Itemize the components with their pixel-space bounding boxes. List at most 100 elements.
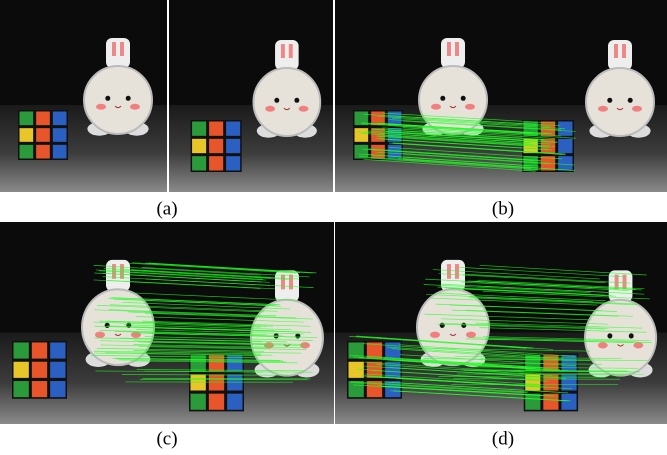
bunny-eye [629, 333, 634, 338]
bunny-eye [105, 323, 110, 328]
cube-tile [191, 355, 206, 371]
panel-label: (b) [492, 198, 514, 219]
bunny-ear-inner [455, 42, 459, 56]
cube-tile [561, 394, 576, 410]
bunny-eye [294, 98, 299, 103]
photo [0, 222, 167, 424]
bunny-eye [440, 96, 445, 101]
bunny-cheek [598, 106, 608, 112]
figure: (a) (b) (c) (d) [0, 0, 667, 455]
bunny-body [417, 289, 489, 365]
bunny-ear-inner [622, 44, 626, 58]
cube-tile [14, 381, 29, 397]
bunny-ear [275, 40, 299, 70]
bunny-cheek [131, 332, 141, 338]
bunny-eye [126, 96, 131, 101]
cube-tile [227, 394, 242, 410]
cube-tile [20, 145, 34, 159]
cube-tile [50, 362, 65, 378]
cube-tile [32, 342, 47, 358]
panel-label: (a) [156, 198, 177, 219]
bunny-body [84, 66, 152, 134]
bunny-ear-inner [289, 275, 293, 290]
cube-tile [32, 362, 47, 378]
cube-tile [14, 362, 29, 378]
bunny-cheek [431, 104, 441, 110]
cube-tile [227, 374, 242, 390]
cube-tile [36, 128, 50, 142]
bunny-cheek [633, 342, 643, 348]
bunny-cheek [95, 332, 105, 338]
bunny-eye [461, 96, 466, 101]
bunny-ear-inner [112, 42, 116, 56]
bunny-eye [628, 98, 633, 103]
cube-tile [20, 128, 34, 142]
cube-tile [191, 394, 206, 410]
cube-tile [50, 342, 65, 358]
cube-tile [192, 122, 206, 136]
bunny-cheek [598, 342, 608, 348]
cube-tile [226, 139, 240, 153]
cube-tile [209, 394, 224, 410]
photo [0, 0, 167, 192]
cube-tile [50, 381, 65, 397]
bunny-ear [441, 260, 465, 292]
cube-tile [191, 374, 206, 390]
cube-tile [32, 381, 47, 397]
bunny-ear-inner [289, 44, 293, 58]
cube-tile [349, 381, 364, 397]
bunny-cheek [632, 106, 642, 112]
photo [500, 0, 667, 192]
bunny-eye [607, 333, 612, 338]
bunny-ear [106, 260, 130, 292]
bunny-ear-inner [281, 275, 285, 290]
photo [169, 0, 333, 192]
cube-tile [385, 342, 400, 358]
photo [167, 222, 334, 424]
bunny-eye [274, 98, 279, 103]
bunny-ear-inner [447, 42, 451, 56]
bunny-ear-inner [614, 44, 618, 58]
cube-tile [209, 122, 223, 136]
bunny-ear-inner [447, 264, 451, 279]
bunny-body [586, 68, 654, 136]
cube-tile [226, 156, 240, 170]
cube-tile [36, 112, 50, 126]
cube-tile [209, 139, 223, 153]
panel-label: (c) [156, 428, 177, 449]
cube-tile [192, 139, 206, 153]
bunny-ear [441, 38, 465, 68]
cube-tile [525, 394, 540, 410]
cube-tile [558, 139, 572, 153]
cube-tile [209, 374, 224, 390]
cube-tile [226, 122, 240, 136]
cube-tile [355, 128, 369, 142]
cube-tile [14, 342, 29, 358]
panel-label: (d) [492, 428, 514, 449]
bunny-body [253, 68, 320, 136]
cube-tile [371, 145, 385, 159]
bunny-eye [105, 96, 110, 101]
bunny-cheek [430, 332, 440, 338]
bunny-ear-inner [455, 264, 459, 279]
cube-tile [36, 145, 50, 159]
cube-tile [53, 112, 67, 126]
bunny-cheek [130, 104, 140, 110]
bunny-eye [607, 98, 612, 103]
bunny-ear [608, 40, 632, 70]
bunny-cheek [96, 104, 106, 110]
cube-tile [20, 112, 34, 126]
bunny-cheek [465, 104, 475, 110]
cube-tile [53, 128, 67, 142]
cube-tile [192, 156, 206, 170]
bunny-cheek [466, 332, 476, 338]
bunny-eye [461, 323, 466, 328]
cube-tile [209, 156, 223, 170]
bunny-ear-inner [120, 42, 124, 56]
cube-tile [53, 145, 67, 159]
bunny-cheek [299, 106, 309, 112]
photo [502, 222, 667, 424]
bunny-ear [106, 38, 130, 68]
bunny-ear-inner [281, 44, 285, 58]
bunny-cheek [265, 106, 275, 112]
